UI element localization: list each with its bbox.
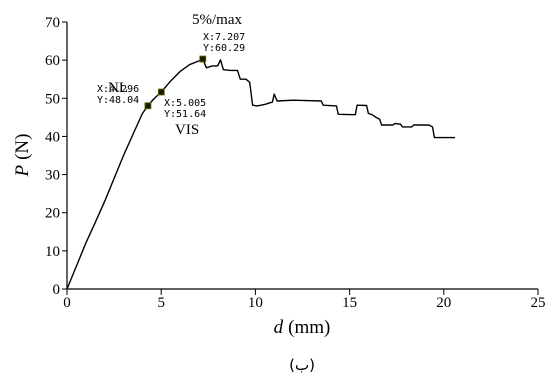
vis-label: VIS <box>175 122 199 138</box>
x-tick-label: 0 <box>63 295 71 311</box>
marker-annotations: NL X:4.296 Y:48.04 VIS X:5.005 Y:51.64 5… <box>97 12 245 138</box>
y-tick-label: 30 <box>45 168 60 184</box>
nl-x-value: X:4.296 <box>97 84 139 95</box>
x-ticks: 0 5 10 15 20 25 <box>63 289 546 311</box>
x-tick-label: 25 <box>531 295 546 311</box>
y-tick-label: 20 <box>45 206 60 222</box>
y-tick-label: 50 <box>45 91 60 107</box>
nl-y-value: Y:48.04 <box>97 95 139 106</box>
figure-caption: (ب) <box>289 356 315 374</box>
x-tick-label: 15 <box>342 295 357 311</box>
y-axis-label: P (N) <box>12 134 33 178</box>
y-tick-label: 70 <box>45 15 60 31</box>
data-marker <box>199 55 207 63</box>
y-ticks: 0 10 20 30 40 50 60 70 <box>45 15 67 298</box>
data-marker <box>157 88 165 96</box>
x-tick-label: 20 <box>436 295 451 311</box>
max-label: 5%/max <box>192 12 242 28</box>
axes <box>66 22 538 290</box>
y-axis-variable: P <box>12 165 33 178</box>
x-axis-unit: (mm) <box>288 317 330 338</box>
x-tick-label: 10 <box>248 295 263 311</box>
x-axis-variable: d <box>274 317 284 338</box>
x-tick-label: 5 <box>157 295 165 311</box>
vis-y-value: Y:51.64 <box>164 109 206 120</box>
data-marker <box>144 102 152 110</box>
nl-label: NL <box>108 80 128 96</box>
y-tick-label: 40 <box>45 129 60 145</box>
max-x-value: X:7.207 <box>203 32 245 43</box>
y-tick-label: 10 <box>45 244 60 260</box>
vis-x-value: X:5.005 <box>164 98 206 109</box>
markers <box>144 55 207 110</box>
y-tick-label: 0 <box>53 282 61 298</box>
x-axis-label: d (mm) <box>274 317 331 338</box>
y-tick-label: 60 <box>45 53 60 69</box>
y-axis-unit: (N) <box>12 134 33 160</box>
max-y-value: Y:60.29 <box>203 43 245 54</box>
